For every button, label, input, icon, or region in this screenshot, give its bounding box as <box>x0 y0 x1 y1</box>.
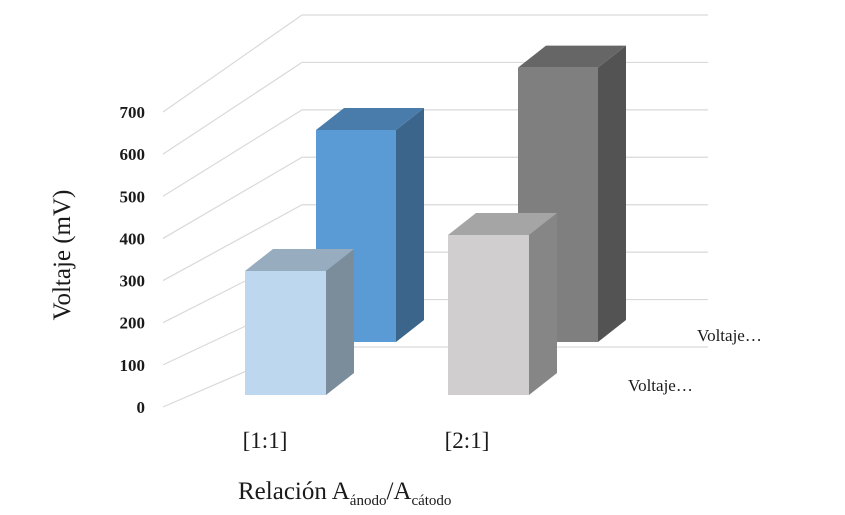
category-label-1: [1:1] <box>243 428 288 453</box>
y-tick-label: 400 <box>120 229 146 248</box>
bar-side-face <box>529 213 557 395</box>
x-axis-title-sub2: cátodo <box>411 493 451 509</box>
bar-front-1 <box>245 249 354 395</box>
y-tick-label: 500 <box>120 187 146 206</box>
bar-front-face <box>448 235 529 395</box>
x-axis-title-main: Relación A <box>238 478 350 505</box>
category-label-2: [2:1] <box>445 428 490 453</box>
x-axis-title-mid: /A <box>386 478 411 505</box>
bar-front-2 <box>448 213 557 395</box>
gridline-side <box>162 156 303 239</box>
bar-front-face <box>245 271 326 395</box>
y-tick-label: 700 <box>120 103 146 122</box>
bar-back-2 <box>518 45 626 342</box>
bar-top-face <box>448 213 557 235</box>
gridline-side <box>162 61 303 155</box>
bar-top-face <box>245 249 354 271</box>
bar-side-face <box>326 249 354 395</box>
gridline-side <box>162 14 303 113</box>
y-tick-label: 600 <box>120 145 146 164</box>
y-axis-title: Voltaje (mV) <box>49 190 76 321</box>
y-axis-ticks: 0 100 200 300 400 500 600 700 <box>120 103 146 417</box>
x-axis-title: Relación Aánodo/Acátodo <box>238 478 451 509</box>
gridline-side <box>162 204 303 282</box>
bar-side-face <box>396 108 424 342</box>
bar-top-face <box>316 108 424 130</box>
bar-side-face <box>598 45 626 342</box>
x-axis-title-sub1: ánodo <box>350 493 387 509</box>
y-tick-label: 300 <box>120 272 146 291</box>
y-tick-label: 100 <box>120 356 146 375</box>
gridline-side <box>162 109 303 197</box>
legend-entry-front-series: Voltaje… <box>628 376 693 395</box>
gridlines <box>162 14 708 408</box>
y-tick-label: 0 <box>137 398 146 417</box>
bars <box>245 45 626 395</box>
y-tick-label: 200 <box>120 314 146 333</box>
bar-top-face <box>518 45 626 68</box>
legend-entry-back-series: Voltaje… <box>697 326 762 345</box>
